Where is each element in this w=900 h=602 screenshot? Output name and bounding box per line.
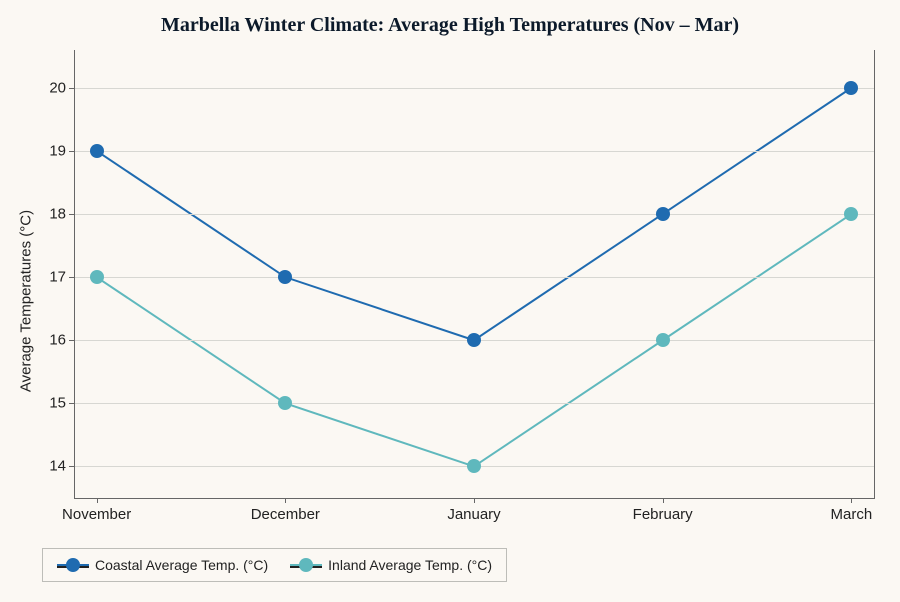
- gridline: [74, 277, 874, 278]
- climate-chart: Marbella Winter Climate: Average High Te…: [0, 0, 900, 602]
- gridline: [74, 214, 874, 215]
- chart-title: Marbella Winter Climate: Average High Te…: [0, 14, 900, 37]
- x-tick-label: January: [447, 498, 500, 523]
- line-layer: [74, 50, 874, 498]
- data-point: [278, 270, 292, 284]
- x-tick-label: December: [251, 498, 320, 523]
- data-point: [656, 207, 670, 221]
- x-tick-label: November: [62, 498, 131, 523]
- legend-label: Inland Average Temp. (°C): [328, 557, 492, 573]
- legend-item: Coastal Average Temp. (°C): [57, 557, 268, 573]
- gridline: [74, 151, 874, 152]
- data-point: [467, 459, 481, 473]
- y-axis-line: [74, 50, 75, 498]
- y-tick-label: 20: [49, 79, 74, 96]
- legend: Coastal Average Temp. (°C) Inland Average…: [42, 548, 507, 582]
- y-tick-label: 16: [49, 332, 74, 349]
- data-point: [844, 81, 858, 95]
- x-tick-label: March: [831, 498, 873, 523]
- y-tick-label: 19: [49, 142, 74, 159]
- y-tick-label: 15: [49, 395, 74, 412]
- legend-label: Coastal Average Temp. (°C): [95, 557, 268, 573]
- legend-item: Inland Average Temp. (°C): [290, 557, 492, 573]
- data-point: [90, 144, 104, 158]
- y-tick-label: 18: [49, 206, 74, 223]
- data-point: [90, 270, 104, 284]
- data-point: [278, 396, 292, 410]
- x-tick-label: February: [633, 498, 693, 523]
- y-tick-label: 14: [49, 458, 74, 475]
- gridline: [74, 88, 874, 89]
- plot-area: 14151617181920NovemberDecemberJanuaryFeb…: [74, 50, 875, 499]
- data-point: [656, 333, 670, 347]
- data-point: [844, 207, 858, 221]
- gridline: [74, 403, 874, 404]
- y-tick-label: 17: [49, 269, 74, 286]
- data-point: [467, 333, 481, 347]
- y-axis-label: Average Temperatures (°C): [18, 210, 35, 392]
